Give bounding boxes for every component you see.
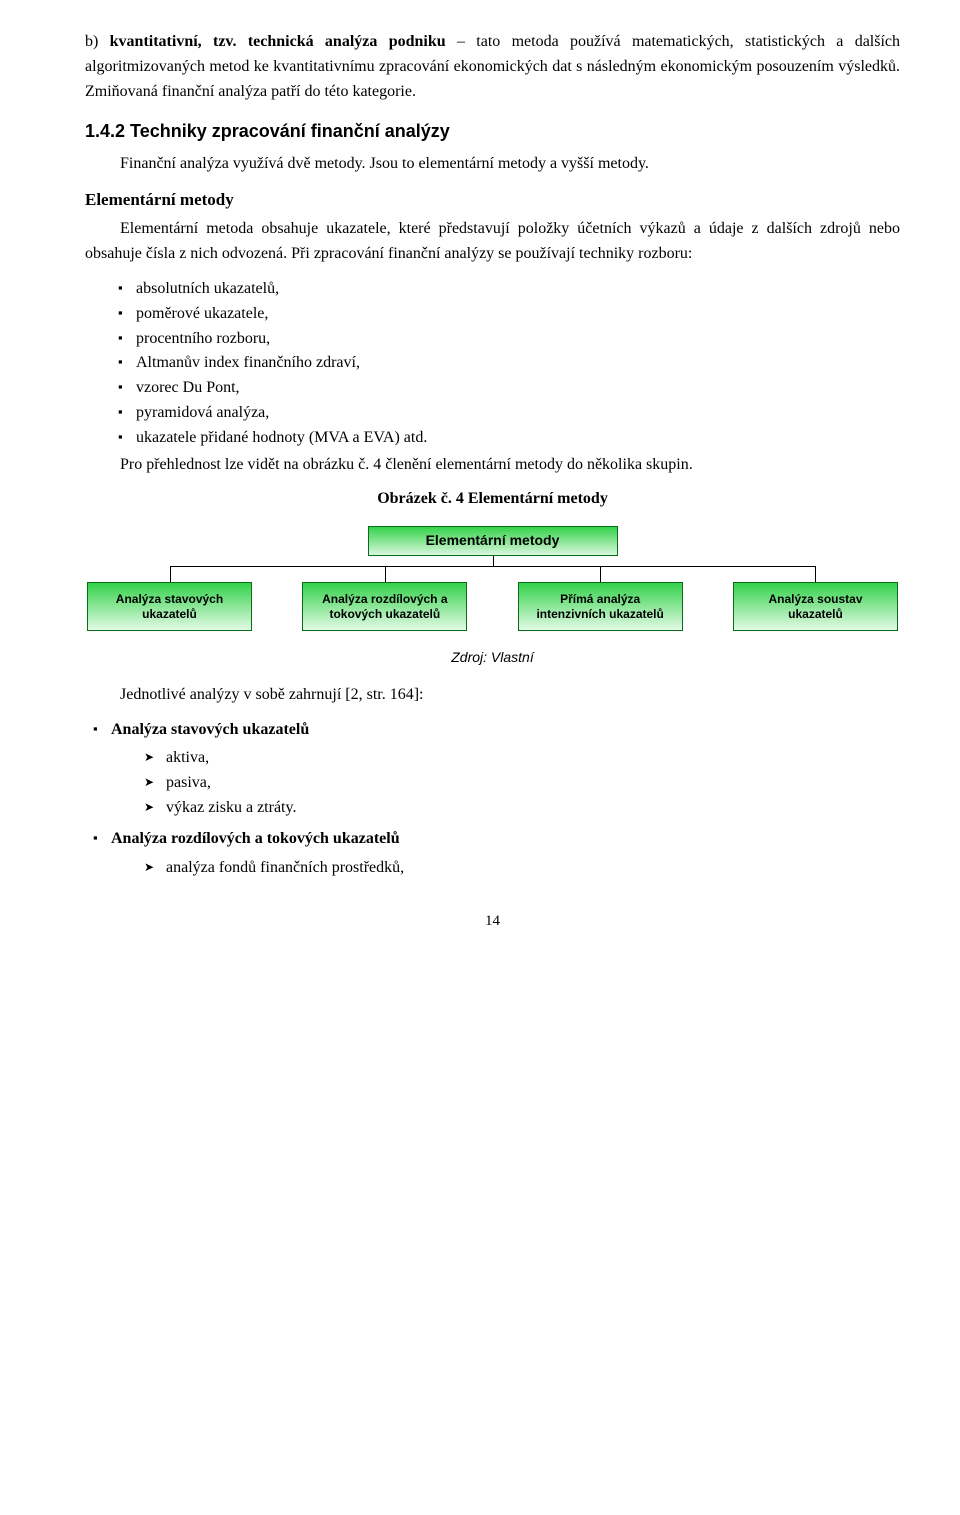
- para-elem-intro: Elementární metoda obsahuje ukazatele, k…: [85, 217, 900, 267]
- bullet-list-techniques: absolutních ukazatelů,poměrové ukazatele…: [85, 277, 900, 451]
- diagram-conn-drop: [600, 566, 601, 582]
- list-item: pasiva,: [170, 771, 900, 796]
- list-item: výkaz zisku a ztráty.: [170, 796, 900, 821]
- list-item: vzorec Du Pont,: [140, 376, 900, 401]
- diagram-conn-drop: [170, 566, 171, 582]
- section-2-title-text: Analýza rozdílových a tokových ukazatelů: [111, 830, 400, 847]
- list-letter: b): [85, 33, 98, 50]
- list-item: aktiva,: [170, 746, 900, 771]
- heading-1-4-2: 1.4.2 Techniky zpracování finanční analý…: [85, 118, 900, 146]
- para-zahrnuji: Jednotlivé analýzy v sobě zahrnují [2, s…: [85, 683, 900, 708]
- list-item: analýza fondů finančních prostředků,: [170, 856, 900, 881]
- diagram-child-label: Analýza rozdílových a tokových ukazatelů: [309, 592, 460, 622]
- diagram-conn-drop: [815, 566, 816, 582]
- diagram-root-label: Elementární metody: [426, 530, 560, 552]
- figure-source: Zdroj: Vlastní: [85, 647, 900, 669]
- diagram-child-label: Analýza soustav ukazatelů: [740, 592, 891, 622]
- heading-elementarni: Elementární metody: [85, 187, 900, 213]
- diagram-child-row: Analýza stavových ukazatelů Analýza rozdí…: [85, 582, 900, 631]
- list-item: pyramidová analýza,: [140, 401, 900, 426]
- section-list-2: Analýza rozdílových a tokových ukazatelů: [85, 827, 900, 852]
- section-1-title-text: Analýza stavových ukazatelů: [111, 721, 309, 738]
- list-item: ukazatele přidané hodnoty (MVA a EVA) at…: [140, 426, 900, 451]
- list-item: absolutních ukazatelů,: [140, 277, 900, 302]
- section-2-title: Analýza rozdílových a tokových ukazatelů: [115, 827, 900, 852]
- diagram-root-box: Elementární metody: [368, 526, 618, 556]
- diagram-conn-drop: [385, 566, 386, 582]
- list-item: Altmanův index finančního zdraví,: [140, 351, 900, 376]
- list-item: procentního rozboru,: [140, 327, 900, 352]
- section-list-1: Analýza stavových ukazatelů: [85, 718, 900, 743]
- diagram-child-box: Analýza rozdílových a tokových ukazatelů: [302, 582, 467, 631]
- diagram-child-label: Analýza stavových ukazatelů: [94, 592, 245, 622]
- intro-paragraph-b: b) kvantitativní, tzv. technická analýza…: [85, 30, 900, 104]
- list-item: poměrové ukazatele,: [140, 302, 900, 327]
- diagram-connectors: [85, 556, 900, 582]
- diagram-child-label: Přímá analýza intenzivních ukazatelů: [525, 592, 676, 622]
- section-1-title: Analýza stavových ukazatelů: [115, 718, 900, 743]
- intro-b-title: kvantitativní, tzv. technická analýza po…: [110, 33, 446, 50]
- figure-title: Obrázek č. 4 Elementární metody: [85, 487, 900, 512]
- diagram-conn-bar: [170, 566, 816, 567]
- diagram-child-box: Analýza soustav ukazatelů: [733, 582, 898, 631]
- page-number: 14: [85, 910, 900, 933]
- para-obr-intro: Pro přehlednost lze vidět na obrázku č. …: [85, 453, 900, 478]
- diagram-conn-stem: [493, 556, 494, 566]
- heading-sub: Finanční analýza využívá dvě metody. Jso…: [85, 152, 900, 177]
- section-1-items: aktiva,pasiva,výkaz zisku a ztráty.: [85, 746, 900, 820]
- diagram-child-box: Přímá analýza intenzivních ukazatelů: [518, 582, 683, 631]
- figure-diagram: Elementární metody Analýza stavových uka…: [85, 526, 900, 631]
- diagram-child-box: Analýza stavových ukazatelů: [87, 582, 252, 631]
- section-2-items: analýza fondů finančních prostředků,: [85, 856, 900, 881]
